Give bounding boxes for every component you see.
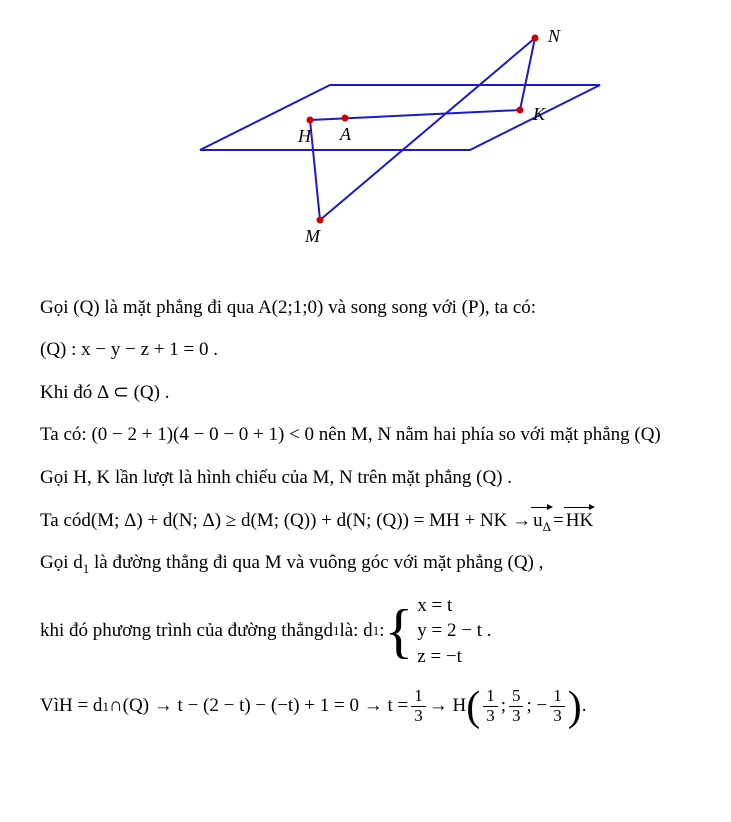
p8b: d <box>323 618 333 645</box>
paren-left: ( <box>466 686 480 728</box>
para-9: Vì H = d1 ∩(Q) → t − (2 − t) − (−t) + 1 … <box>40 686 691 728</box>
para-1: Gọi (Q) là mặt phẳng đi qua A(2;1;0) và … <box>40 295 691 322</box>
p6eq: = <box>553 508 564 535</box>
p3: Khi đó Δ ⊂ (Q) . <box>40 382 169 403</box>
para-7: Gọi d1 là đường thẳng đi qua M và vuông … <box>40 550 691 577</box>
para-6: Ta có d(M; Δ) + d(N; Δ) ≥ d(M; (Q)) + d(… <box>40 508 691 535</box>
para-8: khi đó phương trình của đường thẳng d1 l… <box>40 593 691 670</box>
case-l1: x = t <box>417 593 491 619</box>
p7c: là đường thẳng đi qua M và vuông góc với… <box>94 552 543 573</box>
label-K: K <box>532 104 546 124</box>
paren-right: ) <box>568 686 582 728</box>
H-s1: ; <box>501 693 506 720</box>
p1b: A(2;1;0) <box>258 297 323 318</box>
p9b: H = d <box>59 693 102 720</box>
brace-icon: { <box>384 601 413 661</box>
para-2: (Q) : x − y − z + 1 = 0 . <box>40 337 691 364</box>
case-l2: y = 2 − t . <box>417 618 491 644</box>
p6a: Ta có <box>40 508 81 535</box>
vec-u-delta: uΔ <box>531 508 553 535</box>
p2: (Q) : x − y − z + 1 = 0 . <box>40 339 218 360</box>
p6b: d(M; Δ) + d(N; Δ) ≥ d(M; (Q)) + d(N; (Q)… <box>81 508 531 535</box>
H-f1: 1 3 <box>483 687 498 725</box>
para-5: Gọi H, K lần lượt là hình chiếu của M, N… <box>40 465 691 492</box>
p9a: Vì <box>40 693 59 720</box>
p4a: Ta có: <box>40 424 91 445</box>
para-3: Khi đó Δ ⊂ (Q) . <box>40 380 691 407</box>
p9c: ∩(Q) → t − (2 − t) − (−t) + 1 = 0 → t = <box>109 693 408 720</box>
label-M: M <box>304 226 321 246</box>
p8a: khi đó phương trình của đường thẳng <box>40 618 323 645</box>
p7a: Gọi <box>40 552 73 573</box>
para-4: Ta có: (0 − 2 + 1)(4 − 0 − 0 + 1) < 0 nê… <box>40 422 691 449</box>
p8c: là: d <box>339 618 372 645</box>
label-A: A <box>339 124 352 144</box>
frac-1-3: 1 3 <box>411 687 426 725</box>
p4b: (0 − 2 + 1)(4 − 0 − 0 + 1) < 0 <box>91 424 314 445</box>
H-f3: 1 3 <box>550 687 565 725</box>
p5: Gọi H, K lần lượt là hình chiếu của M, N… <box>40 467 512 488</box>
label-H: H <box>297 126 312 146</box>
p1a: Gọi (Q) là mặt phẳng đi qua <box>40 297 258 318</box>
p7b: d <box>73 552 83 573</box>
label-N: N <box>547 26 561 46</box>
p9d: → H <box>429 693 466 720</box>
H-f2: 5 3 <box>509 687 524 725</box>
vec-hk: HK <box>564 508 595 535</box>
p4c: nên M, N nằm hai phía so với mặt phẳng (… <box>319 424 661 445</box>
p9e: . <box>582 693 587 720</box>
geometry-diagram: N K A H M <box>170 20 620 250</box>
cases-d1: { x = t y = 2 − t . z = −t <box>384 593 491 670</box>
p1c: và song song với (P), ta có: <box>328 297 536 318</box>
H-s2: ; − <box>526 693 547 720</box>
case-l3: z = −t <box>417 644 491 670</box>
